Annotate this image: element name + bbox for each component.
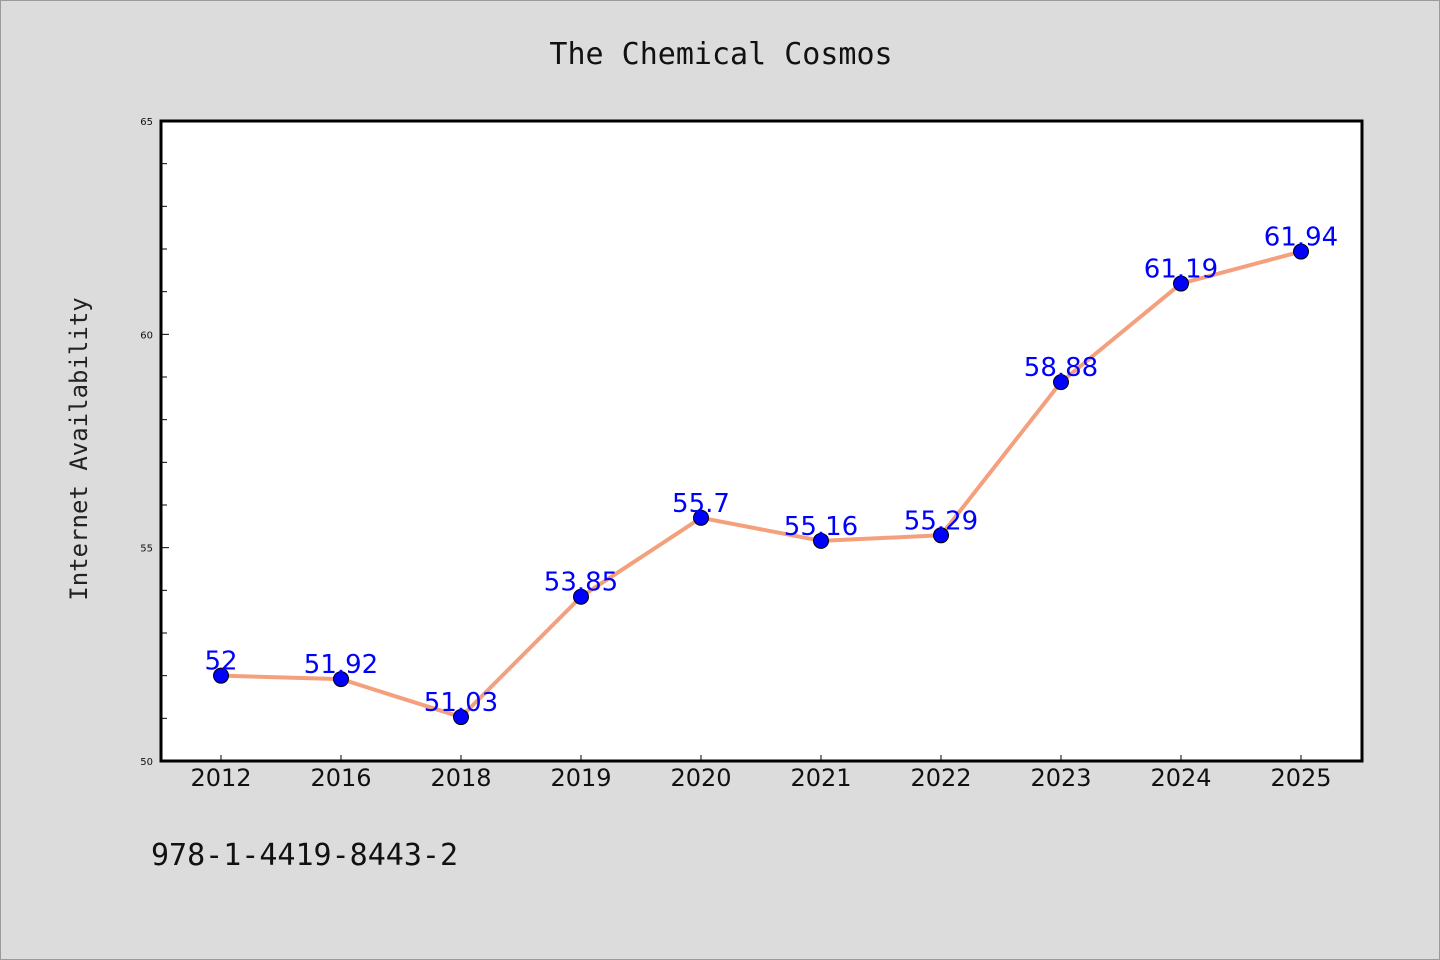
data-point (1173, 275, 1189, 292)
x-tick-label: 2016 (310, 764, 371, 792)
x-tick-label: 2020 (670, 764, 731, 792)
data-point (333, 671, 349, 688)
data-point (453, 709, 469, 726)
plot-area (159, 119, 1364, 763)
data-label: 52 (204, 647, 237, 677)
data-point (213, 667, 229, 684)
y-tick-label: 60 (140, 330, 153, 341)
x-tick-label: 2022 (910, 764, 971, 792)
data-point (1293, 243, 1309, 260)
x-tick-label: 2025 (1270, 764, 1331, 792)
y-axis-label: Internet Availability (65, 297, 93, 600)
x-axis-ticks: 2012 2016 2018 2019 2020 2021 2022 2023 2024 2025 (190, 755, 1332, 792)
data-point (813, 532, 829, 549)
data-point (573, 588, 589, 605)
y-tick-label: 50 (140, 757, 153, 768)
chart-title: The Chemical Cosmos (549, 37, 892, 72)
data-label: 61.19 (1144, 255, 1218, 285)
data-label: 55.16 (784, 512, 858, 542)
series-line (220, 249, 1302, 720)
data-label: 61.94 (1264, 223, 1338, 253)
data-label: 58.88 (1024, 353, 1098, 383)
data-point (693, 509, 709, 526)
isbn-footer: 978-1-4419-8443-2 (151, 838, 458, 873)
data-point (933, 527, 949, 544)
data-label: 55.29 (904, 506, 978, 536)
y-axis-ticks: 50 55 60 65 (140, 117, 169, 768)
data-label: 53.85 (544, 568, 618, 598)
x-tick-label: 2023 (1030, 764, 1091, 792)
series-layer: 52 51.92 51.03 53.85 55.7 55.16 55.29 58.88 61.1… (204, 223, 1338, 726)
data-point (1053, 374, 1069, 391)
x-tick-label: 2019 (550, 764, 611, 792)
y-tick-label: 65 (140, 117, 153, 128)
x-tick-label: 2018 (430, 764, 491, 792)
x-tick-label: 2024 (1150, 764, 1211, 792)
y-tick-label: 55 (140, 544, 153, 555)
x-tick-label: 2012 (190, 764, 251, 792)
data-label: 51.03 (424, 688, 498, 718)
data-label: 55.7 (672, 489, 730, 519)
data-label: 51.92 (304, 650, 378, 680)
x-tick-label: 2021 (790, 764, 851, 792)
